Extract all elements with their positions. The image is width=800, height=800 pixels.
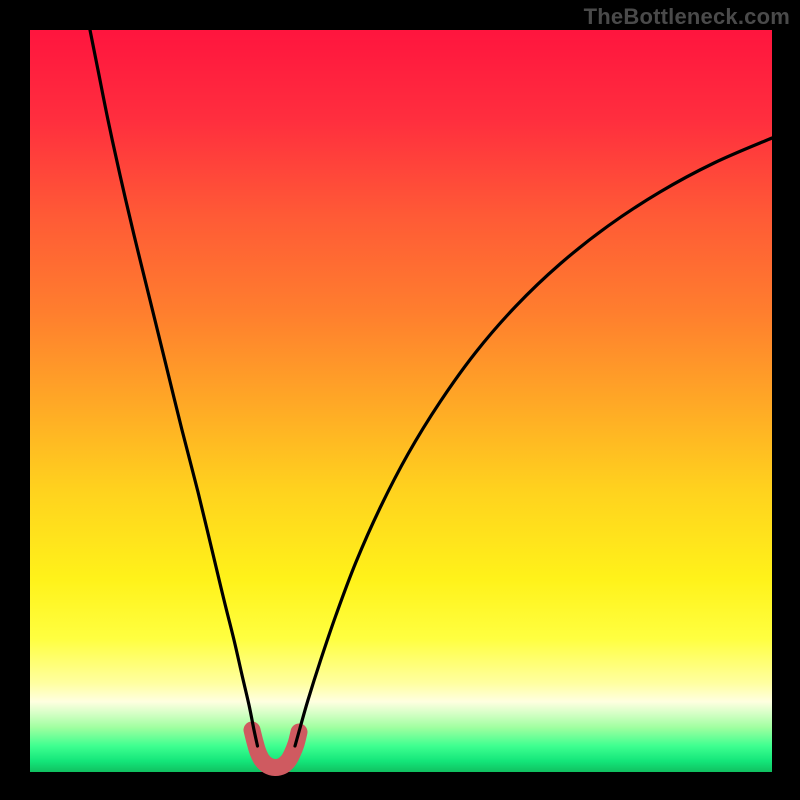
chart-svg [0,0,800,800]
plot-background [30,30,772,772]
watermark-text: TheBottleneck.com [584,4,790,30]
stage: TheBottleneck.com [0,0,800,800]
